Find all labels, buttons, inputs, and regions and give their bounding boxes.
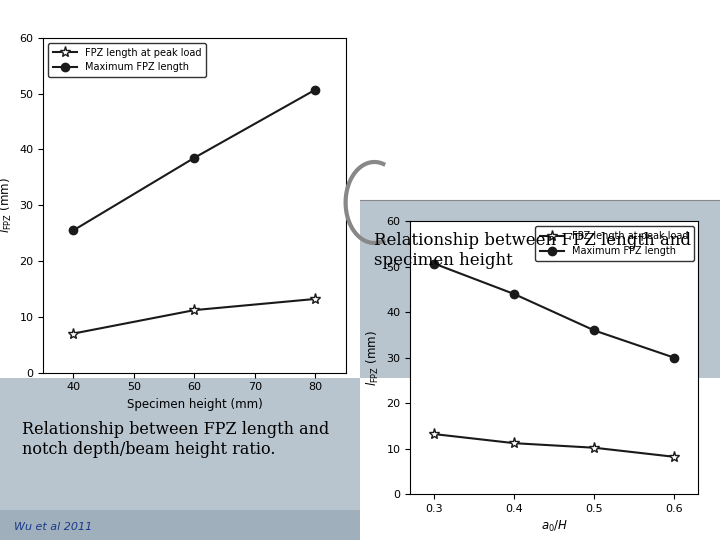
FPZ length at peak load [510, 440, 518, 447]
FPZ length at peak load [590, 444, 599, 451]
Y-axis label: $l_{\mathrm{FPZ}}$ (mm): $l_{\mathrm{FPZ}}$ (mm) [365, 330, 381, 386]
Y-axis label: $l_{\mathrm{FPZ}}$ (mm): $l_{\mathrm{FPZ}}$ (mm) [0, 177, 14, 233]
X-axis label: Specimen height (mm): Specimen height (mm) [127, 398, 262, 411]
FPZ length at peak load [69, 330, 78, 337]
Maximum FPZ length [590, 327, 599, 334]
Line: FPZ length at peak load: FPZ length at peak load [429, 429, 680, 462]
FPZ length at peak load [311, 296, 320, 302]
Legend: FPZ length at peak load, Maximum FPZ length: FPZ length at peak load, Maximum FPZ len… [535, 226, 693, 261]
FPZ length at peak load [430, 431, 438, 437]
Text: Relationship between FPZ length and
specimen height: Relationship between FPZ length and spec… [374, 232, 691, 269]
Maximum FPZ length [190, 154, 199, 161]
Line: Maximum FPZ length: Maximum FPZ length [69, 85, 320, 234]
Text: Wu et al 2011: Wu et al 2011 [14, 522, 93, 532]
Maximum FPZ length [430, 260, 438, 267]
Maximum FPZ length [311, 86, 320, 93]
X-axis label: $a_0/H$: $a_0/H$ [541, 519, 568, 535]
Legend: FPZ length at peak load, Maximum FPZ length: FPZ length at peak load, Maximum FPZ len… [48, 43, 207, 77]
FPZ length at peak load [670, 454, 679, 460]
Line: Maximum FPZ length: Maximum FPZ length [431, 260, 678, 362]
Maximum FPZ length [510, 291, 518, 298]
FPZ length at peak load [190, 307, 199, 313]
Line: FPZ length at peak load: FPZ length at peak load [68, 293, 321, 339]
Maximum FPZ length [69, 227, 78, 233]
Text: Relationship between FPZ length and
notch depth/beam height ratio.: Relationship between FPZ length and notc… [22, 421, 329, 458]
Maximum FPZ length [670, 355, 679, 361]
